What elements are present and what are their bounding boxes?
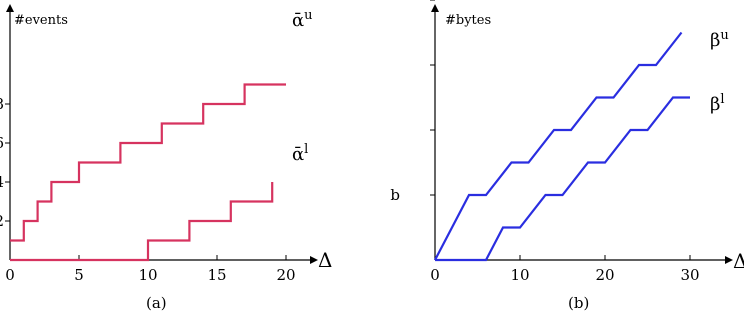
series-line [10, 182, 274, 262]
x-tick-label: 5 [74, 266, 84, 284]
y-tick-label: b [390, 186, 400, 204]
series-label: βl [710, 92, 725, 115]
chart-panel-b: #bytes Δ (b) 0 10 20 30 b βu βl [390, 0, 744, 312]
caption-a: (a) [146, 294, 167, 312]
x-tick-label: 30 [680, 266, 699, 284]
chart-panel-a: #events Δ (a) 0 5 10 15 20 2 4 6 8 ᾱu ᾱl [0, 4, 332, 312]
y-tick-label: 2 [0, 212, 4, 230]
y-tick-label: 6 [0, 134, 4, 152]
x-tick-label: 20 [276, 266, 295, 284]
x-axis-arrow-icon [310, 256, 318, 264]
x-tick-label: 10 [510, 266, 529, 284]
series-label: βu [710, 28, 729, 51]
series-label: ᾱu [292, 8, 313, 31]
x-tick-label: 20 [595, 266, 614, 284]
series-line [435, 96, 690, 262]
x-tick-label: 0 [430, 266, 440, 284]
series-line [10, 83, 286, 242]
y-tick-label: 4 [0, 173, 4, 191]
x-tick-label: 15 [207, 266, 226, 284]
caption-b: (b) [568, 294, 589, 312]
x-tick-label: 10 [138, 266, 157, 284]
y-tick-label: 8 [0, 95, 4, 113]
x-axis-arrow-icon [725, 256, 733, 264]
ylabel-a: #events [14, 13, 68, 28]
series-line [434, 31, 683, 261]
x-tick-label: 0 [5, 266, 15, 284]
y-axis-arrow-icon [431, 4, 439, 12]
y-axis-arrow-icon [6, 4, 14, 12]
series-label: ᾱl [292, 142, 308, 165]
xlabel-a: Δ [318, 248, 332, 272]
ylabel-b: #bytes [445, 13, 491, 28]
xlabel-b: Δ [733, 249, 744, 273]
